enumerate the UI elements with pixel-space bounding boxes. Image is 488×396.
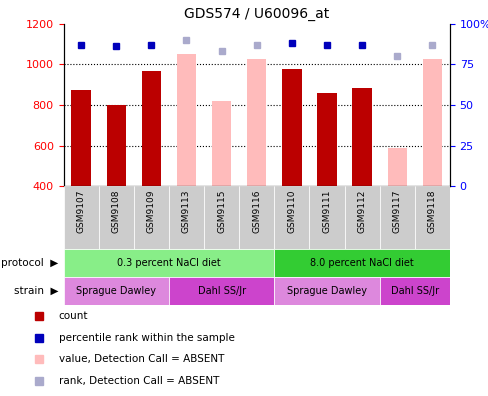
Bar — [309, 186, 344, 249]
Text: GSM9117: GSM9117 — [392, 189, 401, 233]
Text: GSM9118: GSM9118 — [427, 189, 436, 233]
Bar — [142, 71, 161, 186]
Text: GSM9110: GSM9110 — [287, 189, 296, 233]
Text: value, Detection Call = ABSENT: value, Detection Call = ABSENT — [59, 354, 224, 364]
Text: 8.0 percent NaCl diet: 8.0 percent NaCl diet — [309, 258, 413, 268]
Bar — [344, 186, 379, 249]
Bar — [274, 186, 309, 249]
Text: Sprague Dawley: Sprague Dawley — [76, 286, 156, 296]
Bar — [168, 277, 274, 305]
Text: GSM9116: GSM9116 — [252, 189, 261, 233]
Text: 0.3 percent NaCl diet: 0.3 percent NaCl diet — [117, 258, 221, 268]
Bar — [317, 93, 336, 186]
Bar — [274, 277, 379, 305]
Bar — [71, 90, 91, 186]
Bar — [387, 148, 406, 186]
Bar — [203, 186, 239, 249]
Text: protocol  ▶: protocol ▶ — [1, 258, 59, 268]
Text: GSM9112: GSM9112 — [357, 189, 366, 233]
Text: count: count — [59, 311, 88, 321]
Bar — [168, 186, 203, 249]
Text: Dahl SS/Jr: Dahl SS/Jr — [197, 286, 245, 296]
Bar — [352, 88, 371, 186]
Bar — [414, 186, 449, 249]
Text: percentile rank within the sample: percentile rank within the sample — [59, 333, 234, 343]
Bar — [106, 105, 125, 186]
Text: GSM9108: GSM9108 — [112, 189, 121, 233]
Bar — [422, 59, 441, 186]
Bar — [99, 186, 134, 249]
Text: GSM9107: GSM9107 — [77, 189, 85, 233]
Text: GSM9115: GSM9115 — [217, 189, 225, 233]
Text: rank, Detection Call = ABSENT: rank, Detection Call = ABSENT — [59, 376, 219, 386]
Text: strain  ▶: strain ▶ — [14, 286, 59, 296]
Bar — [282, 69, 301, 186]
Text: GSM9111: GSM9111 — [322, 189, 331, 233]
Bar — [63, 277, 168, 305]
Bar — [134, 186, 168, 249]
Bar — [63, 186, 99, 249]
Bar — [211, 101, 231, 186]
Title: GDS574 / U60096_at: GDS574 / U60096_at — [183, 8, 329, 21]
Text: Sprague Dawley: Sprague Dawley — [286, 286, 366, 296]
Bar — [246, 59, 266, 186]
Bar — [63, 249, 274, 277]
Text: Dahl SS/Jr: Dahl SS/Jr — [390, 286, 438, 296]
Bar — [177, 54, 196, 186]
Bar — [274, 249, 449, 277]
Bar — [239, 186, 274, 249]
Bar — [379, 277, 449, 305]
Bar — [379, 186, 414, 249]
Text: GSM9113: GSM9113 — [182, 189, 191, 233]
Text: GSM9109: GSM9109 — [146, 189, 156, 233]
